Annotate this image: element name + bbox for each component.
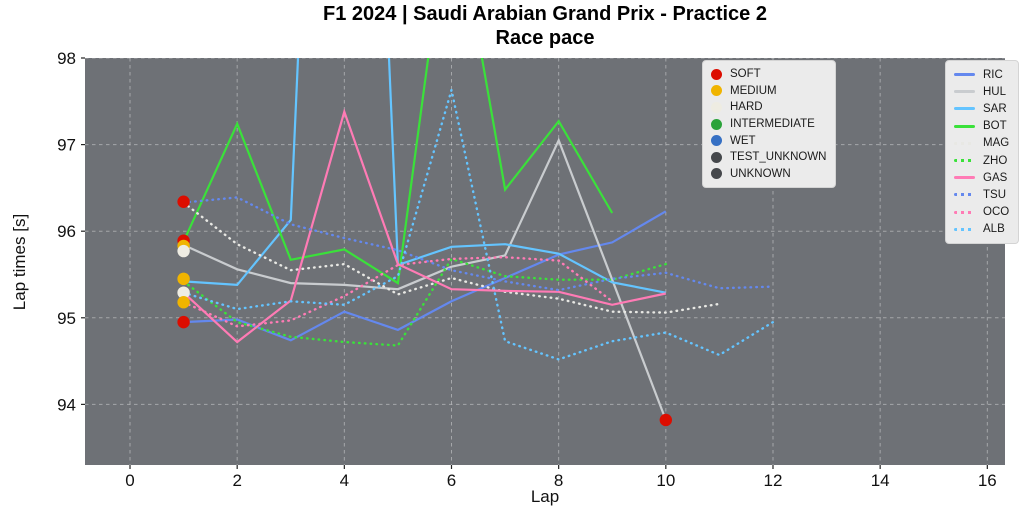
driver-legend-item-oco: OCO	[954, 204, 1009, 221]
y-axis-label: Lap times [s]	[10, 213, 29, 311]
compound-legend-item-soft: SOFT	[711, 66, 826, 83]
driver-lines	[182, 58, 775, 421]
compound-dot-icon	[711, 118, 722, 130]
marker-hard	[177, 244, 190, 258]
driver-line-swatch	[954, 141, 975, 145]
driver-line-swatch	[954, 73, 975, 77]
driver-legend-label: SAR	[983, 102, 1007, 115]
driver-legend-item-tsu: TSU	[954, 186, 1009, 203]
compound-legend-label: WET	[730, 134, 756, 147]
compound-legend-label: HARD	[730, 101, 763, 114]
line-BOT	[182, 58, 614, 285]
driver-legend-label: BOT	[983, 120, 1007, 133]
compound-dot-icon	[711, 101, 722, 113]
x-tick-label: 4	[340, 471, 349, 490]
line-OCO	[182, 255, 614, 328]
line-SAR	[183, 58, 667, 294]
compound-legend-label: INTERMEDIATE	[730, 118, 815, 131]
marker-soft	[177, 195, 190, 208]
marker-medium	[177, 272, 190, 286]
driver-legend-label: ZHO	[983, 154, 1008, 167]
y-tick-label: 98	[57, 49, 76, 68]
chart-subtitle: Race pace	[495, 27, 595, 49]
x-tick-label: 0	[125, 471, 134, 490]
compound-dot-icon	[711, 151, 722, 163]
driver-line-swatch	[954, 210, 975, 214]
driver-line-swatch	[954, 227, 975, 231]
driver-legend-item-alb: ALB	[954, 221, 1009, 238]
y-tick-label: 97	[57, 136, 76, 155]
marker-soft	[659, 413, 673, 427]
marker-soft	[177, 315, 190, 329]
driver-legend-item-bot: BOT	[954, 118, 1009, 135]
chart-title: F1 2024 | Saudi Arabian Grand Prix - Pra…	[323, 3, 767, 25]
driver-legend-item-mag: MAG	[954, 135, 1009, 152]
compound-legend: SOFT MEDIUM HARD INTERMEDIATE WET TEST_UNKNOW…	[702, 60, 837, 189]
line-HUL	[183, 137, 667, 421]
driver-legend-label: GAS	[983, 171, 1008, 184]
driver-legend: RIC HUL SAR BOT MAG ZHO GAS TSU OCO ALB	[945, 60, 1020, 244]
gridlines	[85, 57, 1005, 465]
line-ZHO	[182, 257, 667, 347]
driver-legend-item-zho: ZHO	[954, 152, 1009, 169]
driver-legend-item-gas: GAS	[954, 169, 1009, 186]
compound-dot-icon	[711, 68, 722, 80]
compound-legend-item-hard: HARD	[711, 99, 826, 116]
x-tick-label: 6	[447, 471, 456, 490]
compound-legend-item-intermediate: INTERMEDIATE	[711, 116, 826, 133]
compound-legend-label: SOFT	[730, 68, 761, 81]
axis-ticks: 0 2 4 6 8 10 12 14 16 94 95 96 97 98	[57, 49, 997, 490]
driver-line-swatch	[954, 124, 975, 128]
driver-line-swatch	[954, 159, 975, 163]
compound-dot-icon	[711, 135, 722, 147]
x-tick-label: 2	[232, 471, 241, 490]
x-tick-label: 10	[656, 471, 675, 490]
compound-legend-item-medium: MEDIUM	[711, 83, 826, 100]
compound-legend-item-wet: WET	[711, 132, 826, 149]
driver-line-swatch	[954, 193, 975, 197]
x-axis-label: Lap	[530, 487, 560, 506]
driver-legend-label: RIC	[983, 68, 1003, 81]
y-tick-label: 94	[57, 395, 76, 414]
driver-legend-label: ALB	[983, 223, 1005, 236]
driver-legend-item-sar: SAR	[954, 100, 1009, 117]
driver-legend-label: OCO	[983, 206, 1010, 219]
compound-legend-item-test_unknown: TEST_UNKNOWN	[711, 149, 826, 166]
y-tick-label: 95	[57, 309, 76, 328]
driver-line-swatch	[954, 176, 975, 180]
compound-legend-label: UNKNOWN	[730, 167, 791, 180]
x-tick-label: 8	[554, 471, 563, 490]
compound-legend-label: TEST_UNKNOWN	[730, 151, 827, 164]
driver-line-swatch	[954, 107, 975, 111]
line-RIC	[183, 210, 667, 342]
driver-legend-item-hul: HUL	[954, 83, 1009, 100]
driver-legend-label: MAG	[983, 137, 1010, 150]
marker-medium	[177, 296, 190, 309]
x-tick-label: 16	[978, 471, 997, 490]
driver-legend-label: TSU	[983, 188, 1006, 201]
x-tick-label: 14	[871, 471, 890, 490]
driver-legend-item-ric: RIC	[954, 66, 1009, 83]
x-tick-label: 12	[764, 471, 783, 490]
line-MAG	[182, 201, 721, 314]
line-ALB	[182, 89, 775, 361]
compound-dot-icon	[711, 168, 722, 180]
compound-dot-icon	[711, 85, 722, 97]
driver-legend-label: HUL	[983, 85, 1007, 98]
driver-line-swatch	[954, 90, 975, 94]
y-tick-label: 96	[57, 222, 76, 241]
line-GAS	[182, 108, 667, 344]
compound-legend-item-unknown: UNKNOWN	[711, 166, 826, 183]
line-TSU	[182, 196, 775, 292]
compound-legend-label: MEDIUM	[730, 84, 777, 97]
marker-hard	[177, 286, 190, 299]
